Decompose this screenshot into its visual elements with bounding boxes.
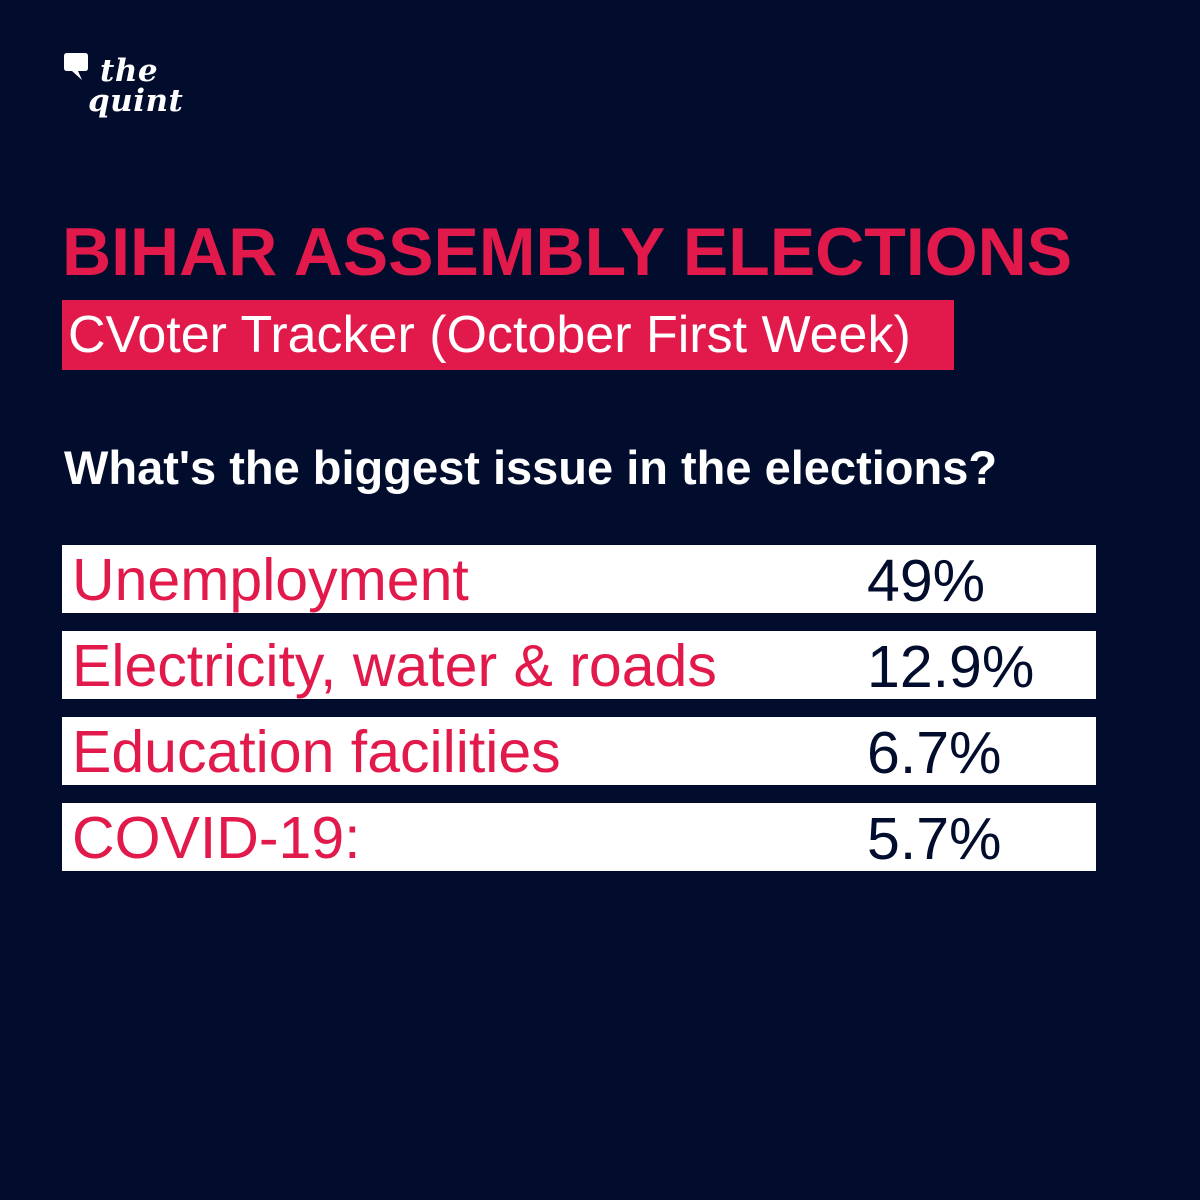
logo-word-quint: quint bbox=[88, 83, 184, 119]
table-row: Education facilities 6.7% bbox=[62, 717, 1096, 786]
issue-label: Unemployment bbox=[72, 547, 469, 613]
table-row: Unemployment 49% bbox=[62, 545, 1096, 614]
table-row: COVID-19: 5.7% bbox=[62, 803, 1096, 872]
issue-percentage: 6.7% bbox=[867, 720, 1002, 786]
issue-label: Education facilities bbox=[72, 719, 561, 785]
speech-bubble-logo-icon bbox=[64, 53, 88, 80]
table-row: Electricity, water & roads 12.9% bbox=[62, 631, 1096, 700]
logo-word-the: the bbox=[100, 53, 159, 89]
results-table: Unemployment 49% Electricity, water & ro… bbox=[62, 545, 1096, 889]
issue-label: Electricity, water & roads bbox=[72, 633, 717, 699]
issue-percentage: 12.9% bbox=[867, 634, 1035, 700]
issue-percentage: 5.7% bbox=[867, 806, 1002, 872]
the-quint-logo: the quint bbox=[58, 48, 198, 128]
headline: BIHAR ASSEMBLY ELECTIONS bbox=[62, 214, 1073, 290]
issue-label: COVID-19: bbox=[72, 805, 361, 871]
survey-question: What's the biggest issue in the election… bbox=[64, 441, 998, 494]
subhead-banner: CVoter Tracker (October First Week) bbox=[62, 300, 954, 370]
issue-percentage: 49% bbox=[867, 548, 986, 614]
